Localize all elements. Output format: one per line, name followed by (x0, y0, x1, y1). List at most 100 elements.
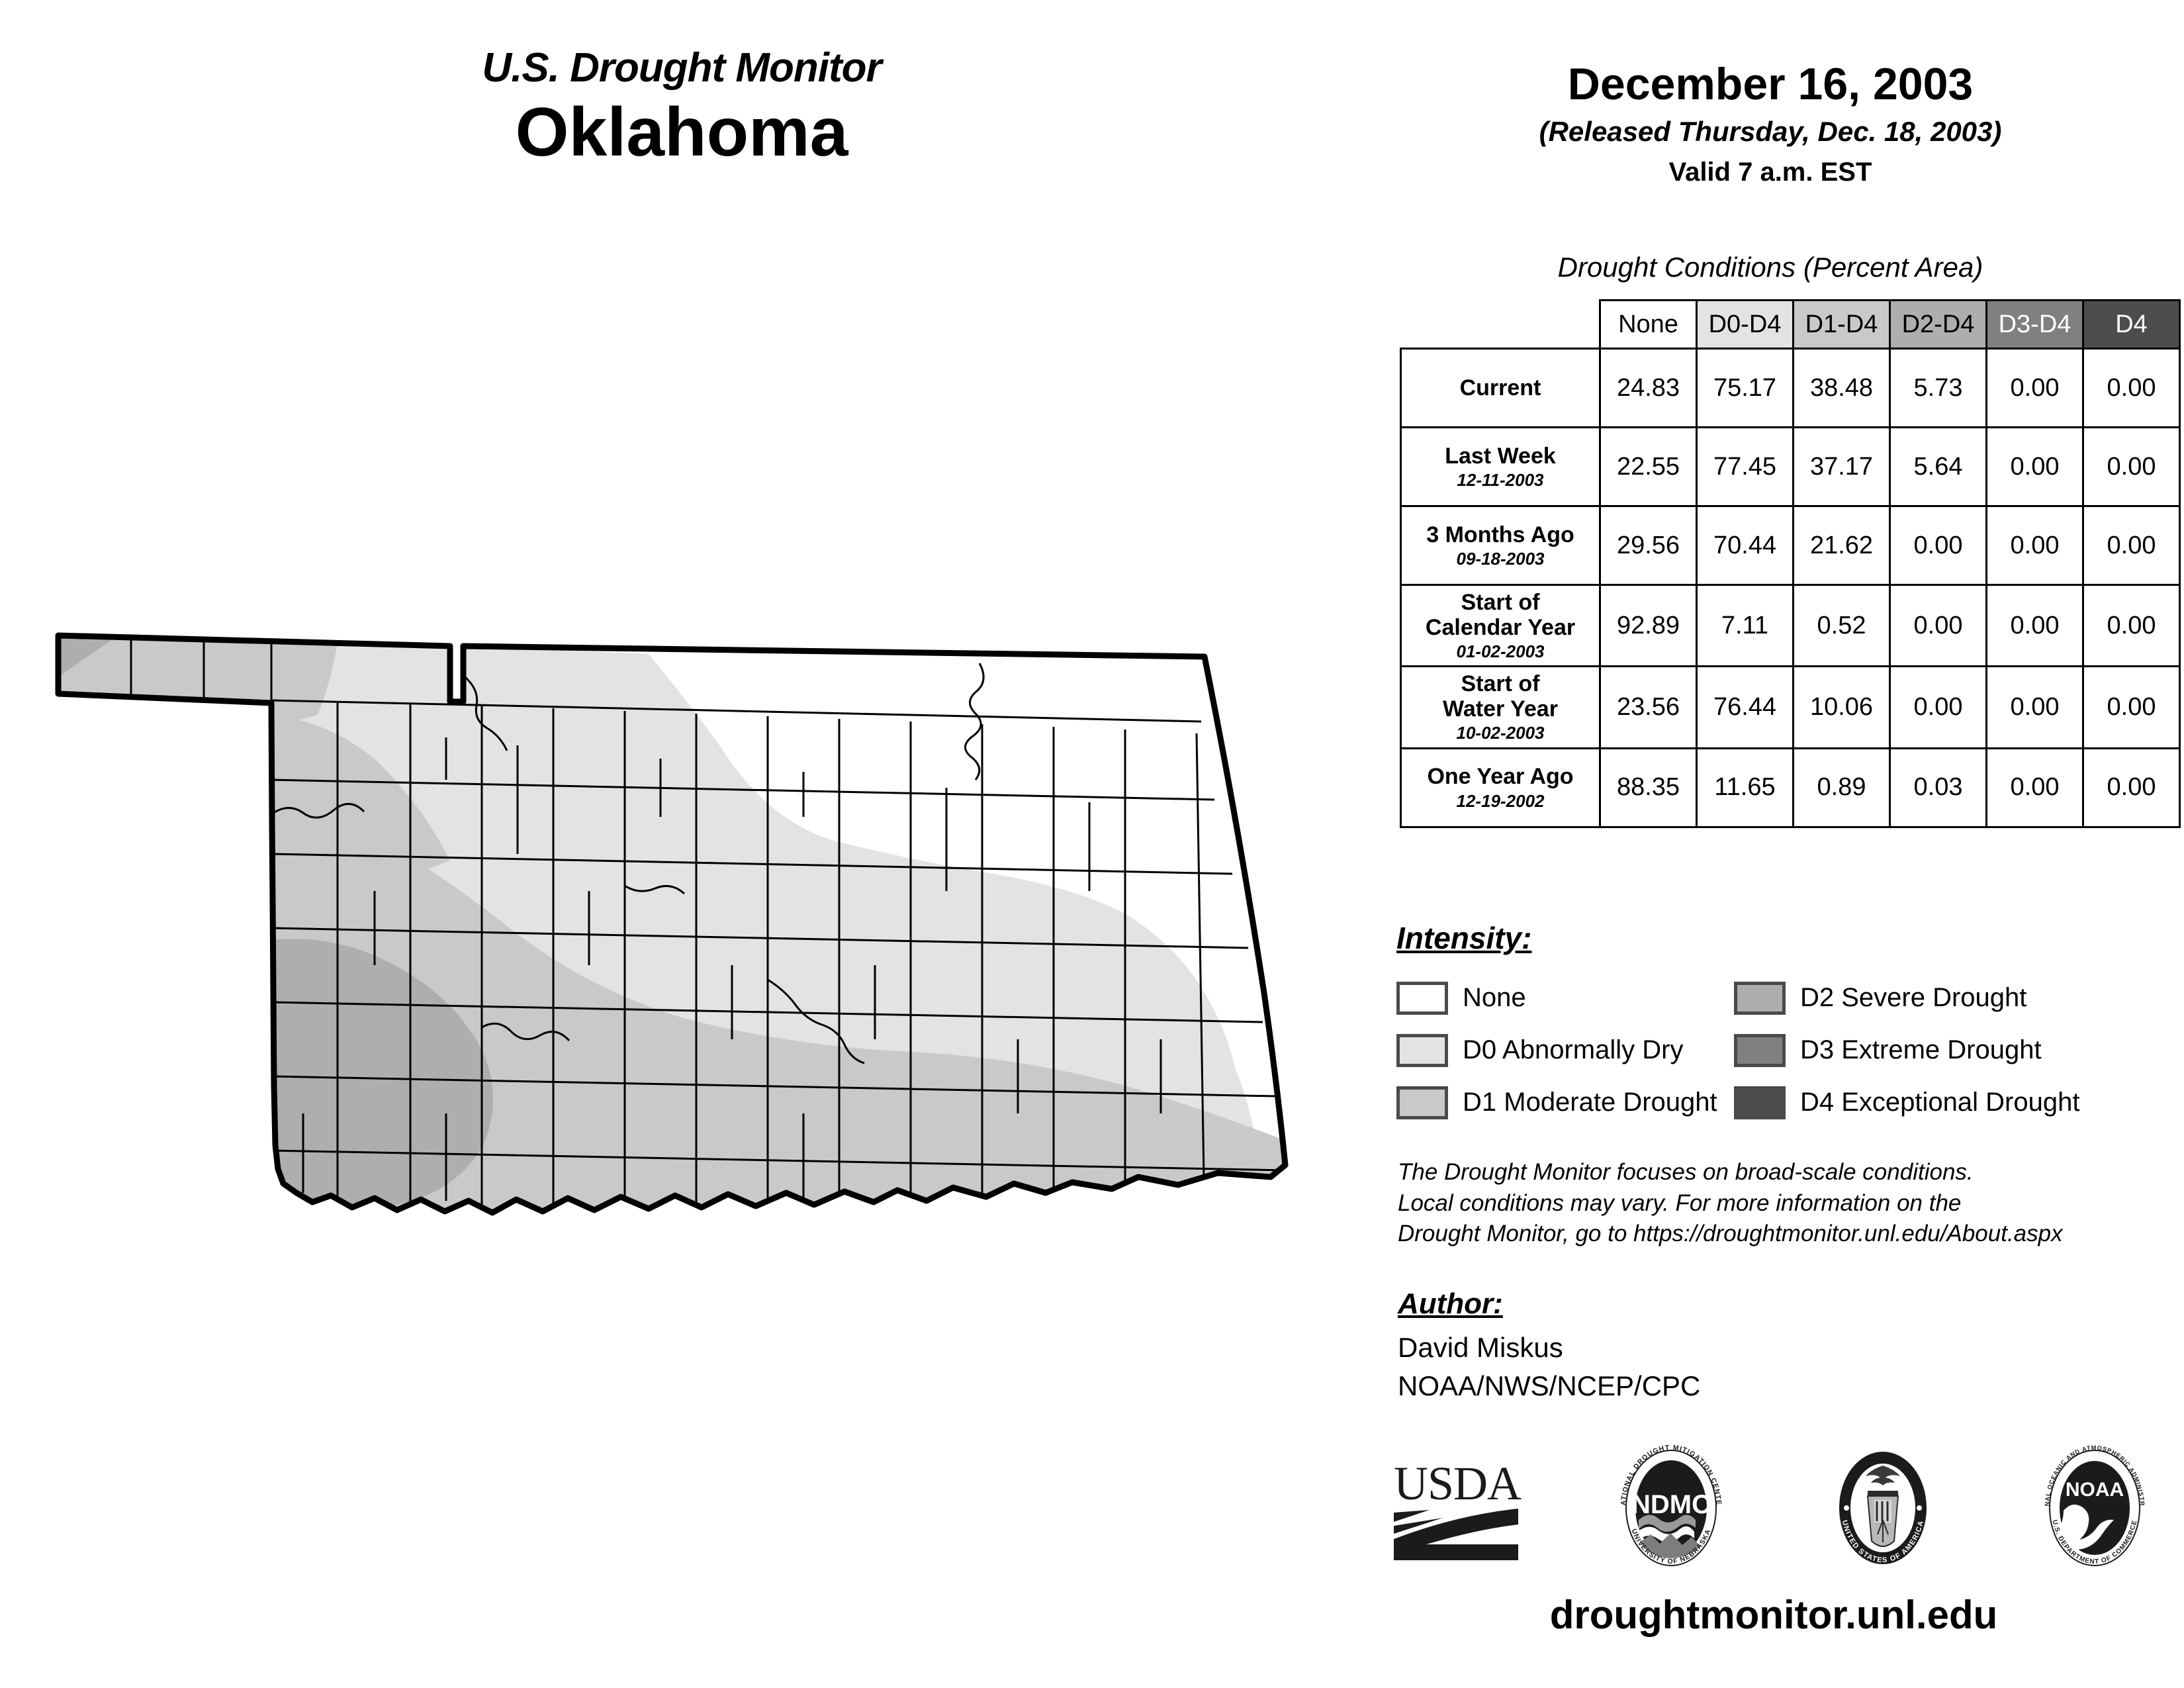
intensity-heading: Intensity: (1396, 921, 1532, 955)
legend-item: D0 Abnormally Dry (1396, 1024, 1734, 1076)
legend-swatch (1734, 1086, 1786, 1119)
valid-time: Valid 7 a.m. EST (1668, 158, 1872, 187)
table-row-label: Current (1400, 348, 1601, 428)
table-row: 3 Months Ago 09-18-2003 29.56 70.44 21.62 0.0… (1400, 505, 2181, 586)
table-cell: 23.56 (1599, 665, 1698, 749)
table-cell: 76.44 (1696, 665, 1794, 749)
table-cell: 0.00 (2082, 665, 2181, 749)
d1-region-main (265, 820, 1285, 1213)
row-label-main: One Year Ago (1427, 764, 1574, 790)
legend-swatch (1396, 981, 1448, 1015)
table-col-header-d3-d4: D3-D4 (1985, 299, 2084, 350)
table-cell: 88.35 (1599, 747, 1698, 828)
row-label-date: 12-19-2002 (1456, 790, 1545, 811)
disclaimer-text: The Drought Monitor focuses on broad-sca… (1398, 1157, 2179, 1250)
table-cell: 0.89 (1792, 747, 1891, 828)
svg-text:USDA: USDA (1394, 1457, 1522, 1510)
county-boundaries (130, 639, 1285, 1213)
table-row: Last Week 12-11-2003 22.55 77.45 37.17 5.64 0.… (1400, 426, 2181, 507)
table-body: Current 24.83 75.17 38.48 5.73 0.00 0.00 Last W… (1400, 348, 2181, 828)
table-caption: Drought Conditions (Percent Area) (1557, 252, 1983, 283)
row-label-date: 01-02-2003 (1456, 641, 1545, 662)
table-cell: 0.00 (2082, 426, 2181, 507)
legend-swatch (1734, 1033, 1786, 1067)
table-cell: 0.00 (1889, 665, 1987, 749)
table-cell: 75.17 (1696, 348, 1794, 428)
legend-swatch (1734, 981, 1786, 1015)
table-cell: 0.00 (1889, 505, 1987, 586)
author-organization: NOAA/NWS/NCEP/CPC (1398, 1370, 1701, 1401)
table-cell: 22.55 (1599, 426, 1698, 507)
drought-conditions-table: None D0-D4 D1-D4 D2-D4 D3-D4 D4 Current 24.83 7… (1400, 299, 2181, 828)
row-label-date: 09-18-2003 (1456, 548, 1545, 569)
table-cell: 77.45 (1696, 426, 1794, 507)
table-col-header-d2-d4: D2-D4 (1889, 299, 1987, 350)
legend-label: D3 Extreme Drought (1800, 1035, 2042, 1064)
disclaimer-line-3: Drought Monitor, go to https://droughtmo… (1398, 1221, 2063, 1247)
legend-label: D0 Abnormally Dry (1463, 1035, 1684, 1064)
state-outline (55, 632, 1289, 1216)
table-cell: 10.06 (1792, 665, 1891, 749)
page-title-subtitle: U.S. Drought Monitor (482, 45, 882, 91)
legend-item: D2 Severe Drought (1734, 972, 2158, 1024)
table-row: Start of Calendar Year 01-02-2003 92.89 7.11… (1400, 583, 2181, 668)
row-label-date: 12-11-2003 (1457, 469, 1544, 490)
table-cell: 0.00 (2082, 505, 2181, 586)
legend-item: D1 Moderate Drought (1396, 1076, 1734, 1129)
table-cell: 11.65 (1696, 747, 1794, 828)
table-cell: 0.00 (2082, 583, 2181, 668)
table-cell: 0.00 (1889, 583, 1987, 668)
disclaimer-line-1: The Drought Monitor focuses on broad-sca… (1398, 1159, 1974, 1185)
author-name: David Miskus (1398, 1332, 1563, 1363)
table-cell: 5.73 (1889, 348, 1987, 428)
svg-text:NOAA: NOAA (2066, 1479, 2124, 1501)
release-date: (Released Thursday, Dec. 18, 2003) (1539, 115, 2002, 147)
row-label-main: Start of Calendar Year (1425, 590, 1576, 641)
row-label-main: Last Week (1445, 443, 1556, 469)
oklahoma-drought-map (53, 622, 1363, 1284)
date-block: December 16, 2003 (Released Thursday, De… (1396, 60, 2144, 187)
table-cell: 38.48 (1792, 348, 1891, 428)
table-cell: 0.00 (1985, 665, 2084, 749)
noaa-logo: NOAA NATIONAL OCEANIC AND ATMOSPHERIC AD… (2029, 1436, 2158, 1577)
d1-region (58, 635, 338, 728)
table-corner-cell (1401, 301, 1600, 349)
table-col-header-d1-d4: D1-D4 (1792, 299, 1891, 350)
table-cell: 7.11 (1696, 583, 1794, 668)
table-row-label: Start of Water Year 10-02-2003 (1400, 665, 1601, 749)
table-cell: 0.00 (2082, 348, 2181, 428)
usda-logo: USDA (1390, 1452, 1522, 1568)
table-cell: 24.83 (1599, 348, 1698, 428)
disclaimer-line-2: Local conditions may vary. For more info… (1398, 1190, 1962, 1216)
legend-label: None (1463, 983, 1526, 1012)
table-row: Current 24.83 75.17 38.48 5.73 0.00 0.00 (1400, 348, 2181, 428)
table-cell: 29.56 (1599, 505, 1698, 586)
table-cell: 92.89 (1599, 583, 1698, 668)
table-cell: 21.62 (1792, 505, 1891, 586)
author-heading: Author: (1398, 1288, 1503, 1320)
row-label-date: 10-02-2003 (1456, 723, 1545, 743)
table-cell: 0.52 (1792, 583, 1891, 668)
logo-strip: USDA NDMC NATIONAL DROUGHT MITIGATION CE… (1390, 1436, 2158, 1579)
legend-item: D4 Exceptional Drought (1734, 1076, 2158, 1129)
legend-item: D3 Extreme Drought (1734, 1024, 2158, 1076)
table-cell: 70.44 (1696, 505, 1794, 586)
intensity-legend: None D2 Severe Drought D0 Abnormally Dry D3… (1396, 972, 2158, 1129)
table-cell: 0.00 (1985, 348, 2084, 428)
ndmc-logo: NDMC NATIONAL DROUGHT MITIGATION CENTER … (1606, 1436, 1734, 1577)
doc-seal-logo: DEPARTMENT OF COMMERCE UNITED STATES OF … (1820, 1442, 1946, 1577)
table-cell: 0.00 (1985, 747, 2084, 828)
table-cell: 0.03 (1889, 747, 1987, 828)
table-cell: 5.64 (1889, 426, 1987, 507)
legend-swatch (1396, 1086, 1448, 1119)
legend-label: D1 Moderate Drought (1463, 1088, 1717, 1117)
report-date: December 16, 2003 (1567, 59, 1974, 109)
table-row: Start of Water Year 10-02-2003 23.56 76.44 10… (1400, 665, 2181, 749)
table-head: None D0-D4 D1-D4 D2-D4 D3-D4 D4 (1401, 299, 2181, 350)
table-cell: 0.00 (1985, 505, 2084, 586)
legend-label: D4 Exceptional Drought (1800, 1088, 2080, 1117)
table-row-label: One Year Ago 12-19-2002 (1400, 747, 1601, 828)
table-row-label: Start of Calendar Year 01-02-2003 (1400, 583, 1601, 668)
table-cell: 0.00 (1985, 583, 2084, 668)
footer-url: droughtmonitor.unl.edu (1549, 1593, 1998, 1637)
